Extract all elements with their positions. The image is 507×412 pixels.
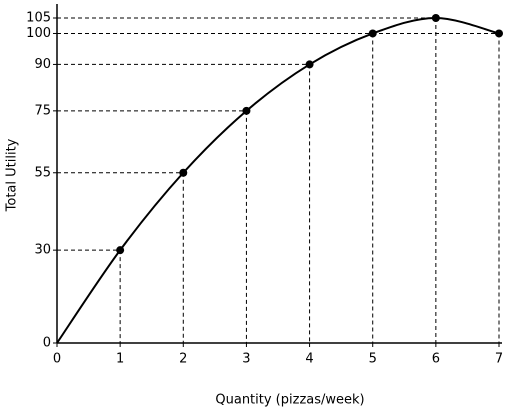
data-point	[116, 246, 125, 255]
y-tick-label: 30	[34, 243, 51, 258]
x-tick-label: 7	[495, 352, 503, 367]
utility-curve	[56, 16, 500, 344]
y-tick-label: 55	[34, 165, 51, 180]
x-tick-label: 3	[242, 352, 250, 367]
x-tick-label: 6	[432, 352, 440, 367]
x-tick-label: 4	[305, 352, 313, 367]
y-tick-label: 100	[26, 26, 51, 41]
data-point	[305, 60, 314, 69]
y-axis-label: Total Utility	[5, 138, 20, 212]
y-tick-label: 75	[34, 103, 51, 118]
x-tick-label: 1	[116, 352, 124, 367]
x-tick-label: 0	[53, 352, 61, 367]
data-point	[431, 14, 440, 22]
x-tick-label: 5	[369, 352, 377, 367]
data-point	[368, 29, 377, 38]
data-point	[495, 29, 503, 38]
y-tick-label: 0	[43, 336, 51, 351]
y-tick-label: 90	[34, 57, 51, 72]
data-point	[179, 168, 188, 177]
y-tick-label: 105	[26, 11, 51, 26]
x-axis-label: Quantity (pizzas/week)	[215, 393, 364, 408]
data-point	[242, 106, 251, 115]
x-tick-label: 2	[179, 352, 187, 367]
